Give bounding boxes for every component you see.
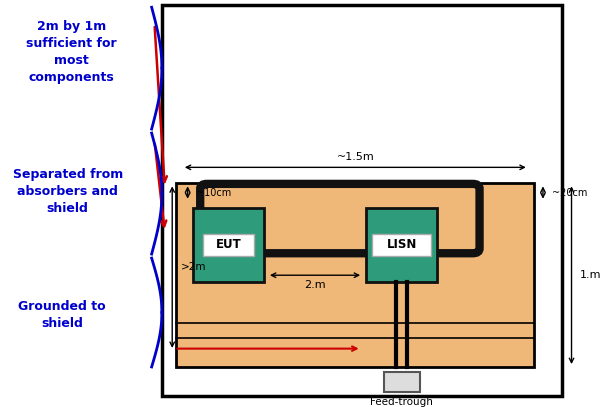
Text: Feed-trough: Feed-trough xyxy=(370,397,433,407)
Text: 2.m: 2.m xyxy=(304,280,326,290)
Text: ~1.5m: ~1.5m xyxy=(337,152,374,162)
Text: Grounded to
shield: Grounded to shield xyxy=(18,300,106,330)
Text: >2m: >2m xyxy=(181,262,206,272)
Bar xyxy=(366,208,437,282)
Text: EUT: EUT xyxy=(215,239,241,252)
Bar xyxy=(372,234,431,256)
Text: 1.m: 1.m xyxy=(580,270,600,280)
Bar xyxy=(383,372,419,392)
Text: ~20cm: ~20cm xyxy=(551,188,587,197)
Text: LISN: LISN xyxy=(386,239,417,252)
Bar xyxy=(203,234,254,256)
FancyBboxPatch shape xyxy=(200,184,479,253)
Bar xyxy=(193,208,264,282)
Text: ~10cm: ~10cm xyxy=(196,188,232,197)
Text: 2m by 1m
sufficient for
most
components: 2m by 1m sufficient for most components xyxy=(26,20,117,84)
Text: Separated from
absorbers and
shield: Separated from absorbers and shield xyxy=(13,168,123,215)
Bar xyxy=(176,184,535,367)
Bar xyxy=(162,5,562,396)
